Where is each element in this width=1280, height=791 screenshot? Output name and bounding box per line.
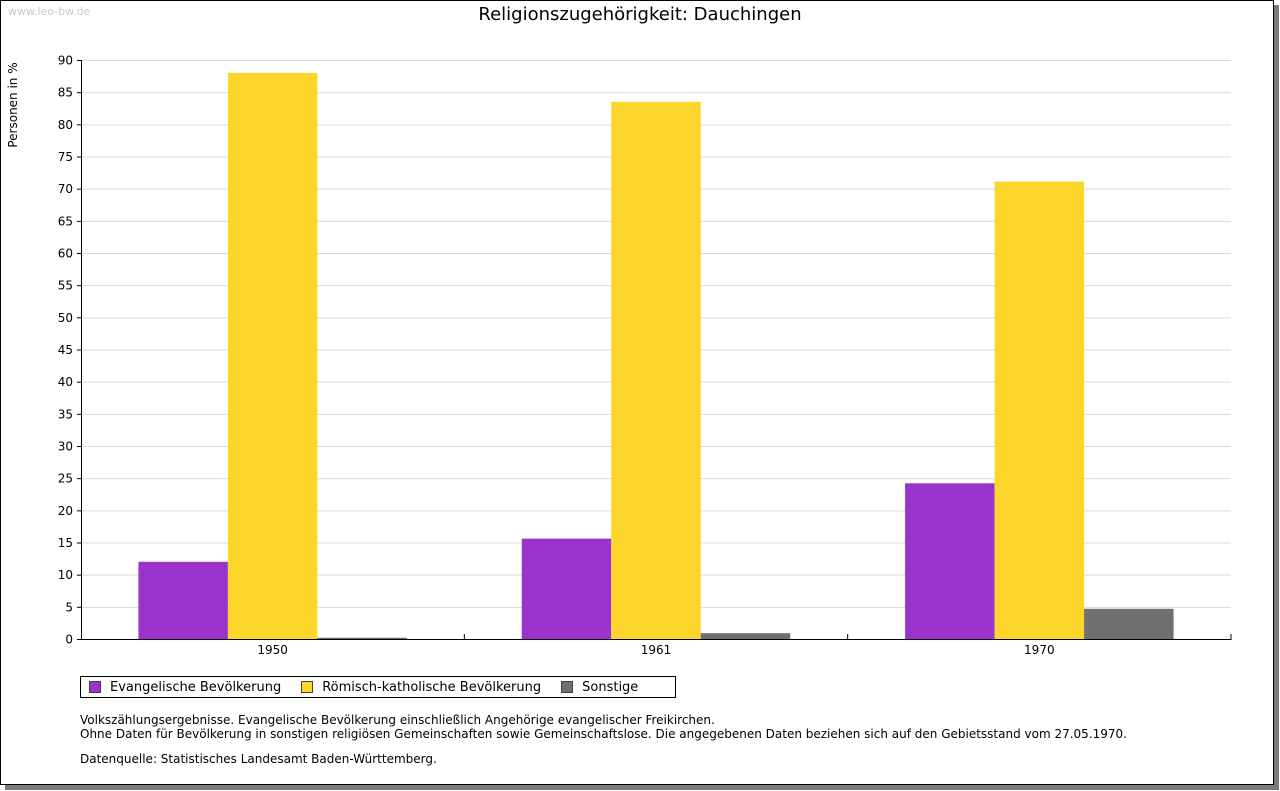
y-tick-label: 0 [65, 633, 73, 647]
y-tick-label: 75 [58, 150, 73, 164]
y-tick-label: 5 [65, 600, 73, 614]
x-tick-label: 1970 [1024, 643, 1055, 657]
x-tick-label: 1961 [641, 643, 672, 657]
bar [994, 181, 1085, 639]
bar [905, 483, 995, 639]
legend-label-evangelisch: Evangelische Bevölkerung [110, 679, 282, 695]
y-tick-label: 85 [58, 86, 73, 100]
y-tick-label: 65 [58, 214, 73, 228]
bar [700, 633, 791, 639]
y-tick-label: 60 [58, 247, 73, 261]
y-tick-label: 70 [58, 182, 73, 196]
y-tick-label: 20 [58, 504, 73, 518]
y-tick-label: 90 [58, 54, 73, 68]
note-line-1: Volkszählungsergebnisse. Evangelische Be… [80, 713, 715, 727]
bar [1084, 608, 1174, 639]
legend-swatch-katholisch [301, 681, 314, 693]
legend: Evangelische Bevölkerung Römisch-katholi… [80, 676, 676, 698]
y-tick-label: 15 [58, 536, 73, 550]
y-tick-label: 45 [58, 343, 73, 357]
bar [317, 637, 407, 639]
legend-item-sonstige: Sonstige [561, 680, 638, 695]
y-tick-label: 80 [58, 118, 73, 132]
chart-title: Religionszugehörigkeit: Dauchingen [478, 4, 802, 25]
legend-swatch-sonstige [561, 681, 574, 693]
y-tick-label: 30 [58, 440, 73, 454]
watermark: www.leo-bw.de [8, 5, 91, 18]
legend-label-sonstige: Sonstige [582, 679, 639, 695]
data-source: Datenquelle: Statistisches Landesamt Bad… [80, 752, 437, 766]
bar [138, 561, 228, 639]
bar [611, 101, 701, 640]
y-tick-label: 35 [58, 407, 73, 421]
note-line-2: Ohne Daten für Bevölkerung in sonstigen … [80, 727, 1127, 741]
bar [521, 538, 612, 639]
y-tick-label: 55 [58, 279, 73, 293]
y-tick-label: 40 [58, 375, 73, 389]
plot-area: 0 5 10 15 20 25 30 35 40 45 50 55 60 65 70 75 80 85 90 1950… [58, 54, 1232, 657]
y-tick-label: 10 [58, 568, 73, 582]
chart-notes: Volkszählungsergebnisse. Evangelische Be… [80, 713, 1127, 741]
y-tick-label: 50 [58, 311, 73, 325]
legend-label-katholisch: Römisch-katholische Bevölkerung [322, 679, 542, 695]
x-tick-label: 1950 [257, 643, 288, 657]
legend-item-evangelisch: Evangelische Bevölkerung [89, 680, 281, 695]
bar [227, 72, 318, 639]
y-tick-label: 25 [58, 472, 73, 486]
legend-item-katholisch: Römisch-katholische Bevölkerung [301, 680, 541, 695]
legend-swatch-evangelisch [89, 681, 101, 693]
